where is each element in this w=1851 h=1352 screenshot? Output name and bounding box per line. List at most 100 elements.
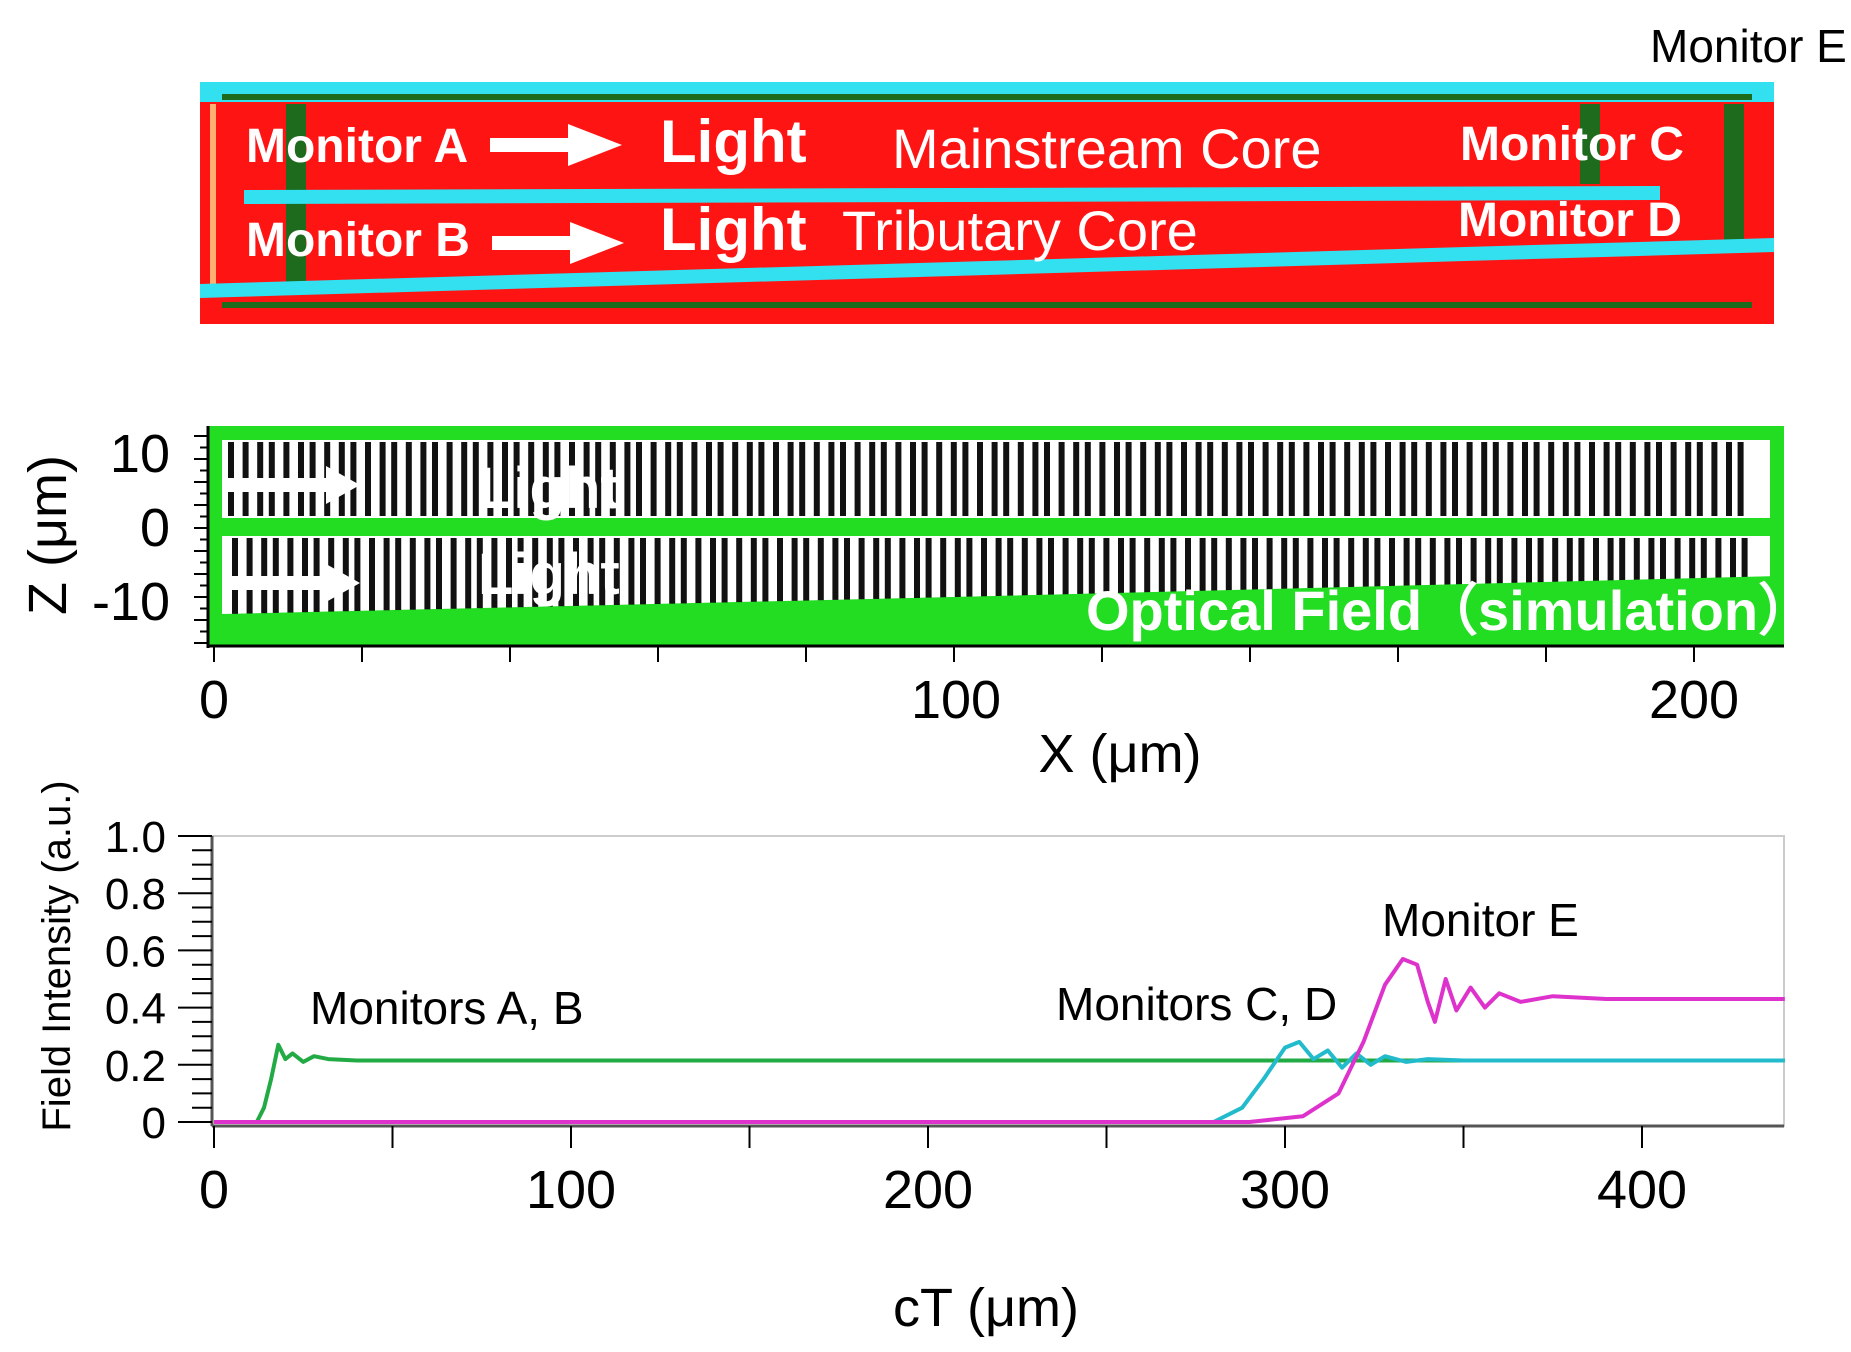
field-fringe <box>736 538 743 603</box>
field-fringe <box>1533 442 1540 516</box>
field-fringe <box>1552 538 1559 584</box>
field-fringe <box>1032 442 1039 516</box>
field-fringe <box>817 538 824 601</box>
chart-ytick-label: 0.2 <box>105 1042 166 1091</box>
monitor-b-label: Monitor B <box>246 214 470 267</box>
field-fringe <box>1144 538 1151 593</box>
field-fringe <box>1370 442 1377 516</box>
monitor-c-plane <box>1580 104 1600 184</box>
field-fringe <box>665 442 672 516</box>
annotation-monitors-ab: Monitors A, B <box>310 982 584 1034</box>
field-fringe <box>777 538 783 602</box>
arrow-right-icon <box>492 222 624 264</box>
field-fringe <box>1281 538 1288 590</box>
field-fringe <box>573 538 579 606</box>
field-fringe <box>1003 442 1010 516</box>
field-light-upper-label: Light <box>478 456 620 521</box>
field-fringe <box>1036 538 1043 596</box>
field-fringe <box>954 538 961 598</box>
field-fringe <box>502 442 508 516</box>
field-fringe <box>350 442 357 516</box>
field-fringe <box>1099 442 1106 516</box>
annotation-monitor-e: Monitor E <box>1382 894 1579 946</box>
field-fringe <box>424 538 431 610</box>
series-line-1 <box>214 1039 1785 1124</box>
field-fringe <box>546 538 553 607</box>
field-fringe <box>640 538 646 605</box>
field-fringe <box>1726 442 1732 516</box>
field-fringe <box>1252 538 1258 591</box>
mainstream-core <box>244 186 1660 204</box>
field-fringe <box>880 442 887 516</box>
arrow-right-icon <box>228 466 360 504</box>
field-fringe <box>1633 538 1640 582</box>
field-fringe <box>1333 538 1340 589</box>
field-fringe <box>991 442 998 516</box>
field-fringe <box>461 442 468 516</box>
field-light-lower-label: Light <box>478 542 620 607</box>
field-fringe <box>287 538 294 613</box>
field-fringe <box>379 442 386 516</box>
field-fringe <box>995 538 1002 597</box>
chart-ticks <box>178 835 1784 1148</box>
field-fringe <box>758 442 765 516</box>
field-fringe <box>1077 538 1084 595</box>
field-ticks <box>194 435 1695 662</box>
field-fringe <box>925 538 932 598</box>
field-fringe <box>1670 442 1677 516</box>
tributary-core-label: Tributary Core <box>842 199 1198 262</box>
field-fringe <box>472 442 479 516</box>
field-fringe <box>513 442 520 516</box>
field-fringe <box>1221 442 1228 516</box>
field-ytick-label: 0 <box>140 498 170 558</box>
chart-ytick-label: 0.8 <box>105 870 166 919</box>
chart-ytick-label: 0 <box>142 1099 166 1148</box>
field-fringe <box>1537 538 1544 584</box>
field-fringe <box>936 442 943 516</box>
monitor-d-label: Monitor D <box>1458 194 1682 247</box>
field-fringe <box>732 442 739 516</box>
field-fringe <box>1492 442 1499 516</box>
field-fringe <box>762 538 769 602</box>
field-fringe <box>1425 442 1432 516</box>
field-fringe <box>813 442 820 516</box>
field-fringe <box>391 442 398 516</box>
field-fringe <box>1358 442 1365 516</box>
monitor-e-plane <box>1724 104 1744 246</box>
field-mainstream-core <box>222 518 1770 536</box>
field-fringe <box>1154 442 1161 516</box>
field-fringe <box>899 538 906 599</box>
source-plane <box>210 104 216 290</box>
field-fringe <box>465 538 472 609</box>
field-fringe <box>721 538 728 603</box>
field-fringe <box>691 442 698 516</box>
arrow-right-icon <box>228 564 360 602</box>
field-fringe <box>1689 538 1696 580</box>
field-fringe <box>1685 442 1692 516</box>
field-fringe <box>654 538 661 605</box>
field-fringe <box>1073 442 1080 516</box>
field-fringe <box>695 538 702 604</box>
field-fringe <box>1385 442 1391 516</box>
field-fringe <box>246 538 253 614</box>
field-fringe <box>1248 442 1254 516</box>
monitor-a-label: Monitor A <box>246 120 468 173</box>
field-fringe <box>1236 442 1243 516</box>
field-xtick-label: 200 <box>1649 670 1739 730</box>
field-fringe <box>1711 442 1718 516</box>
field-fringe <box>517 538 524 608</box>
field-fringe <box>1741 538 1748 579</box>
field-fringe <box>981 538 987 597</box>
light-lower-label: Light <box>660 196 807 263</box>
mainstream-core-label: Mainstream Core <box>892 117 1321 180</box>
field-fringe <box>1522 442 1528 516</box>
field-fringe <box>787 442 794 516</box>
field-fringe <box>1389 538 1395 587</box>
chart-y-axis-label: Field Intensity (a.u.) <box>35 780 79 1131</box>
field-fringe <box>803 538 810 601</box>
field-fringe <box>962 442 969 516</box>
field-fringe <box>1507 442 1514 516</box>
field-fringe <box>854 442 861 516</box>
field-ytick-label: -10 <box>92 572 170 632</box>
field-fringe <box>1737 442 1744 516</box>
